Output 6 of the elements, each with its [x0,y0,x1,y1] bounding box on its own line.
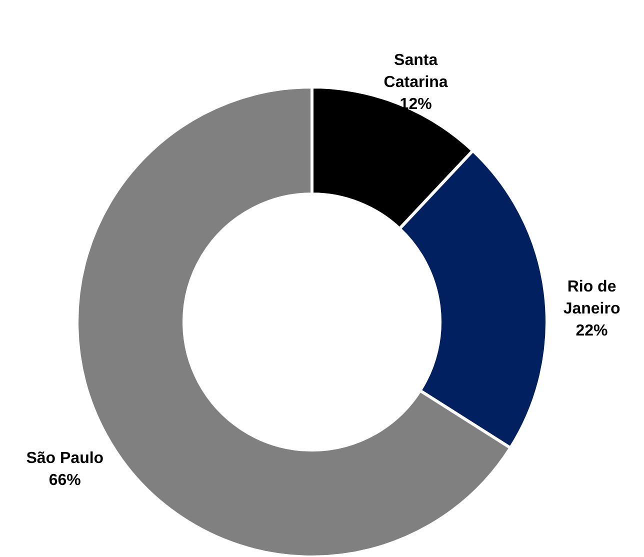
data-label: 66% [48,472,81,489]
slice-label: São Paulo [26,450,104,467]
data-label: 22% [576,322,608,340]
slice-label: Rio de Janeiro [563,278,620,318]
data-label: 12% [400,96,432,113]
slice-label: Santa Catarina [384,52,448,91]
